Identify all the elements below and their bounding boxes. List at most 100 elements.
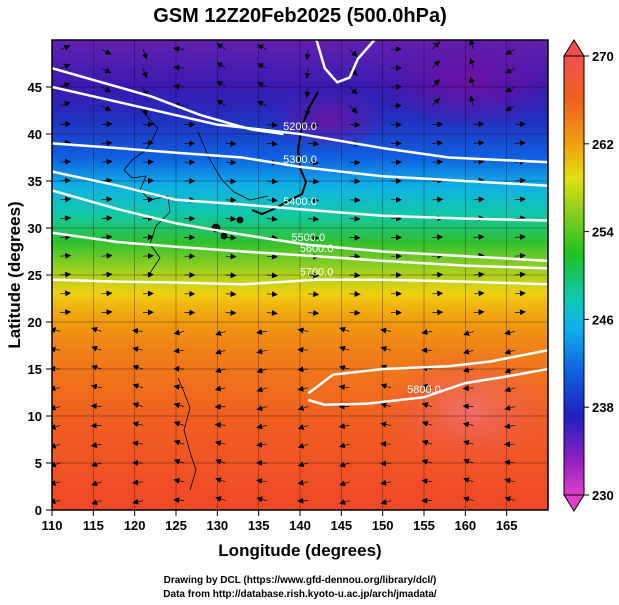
- contour-line: [52, 66, 284, 136]
- contour-label: 5200.0: [283, 121, 317, 133]
- wind-arrow: [473, 290, 485, 297]
- y-tick-label: 20: [28, 315, 42, 330]
- contour-label: 5500.0: [291, 232, 325, 244]
- wind-arrow: [132, 402, 144, 408]
- wind-arrow: [339, 480, 350, 487]
- wind-arrow: [141, 68, 148, 79]
- wind-arrow: [504, 423, 515, 430]
- wind-arrow: [60, 290, 72, 297]
- wind-arrow: [504, 477, 516, 484]
- wind-arrow: [256, 367, 268, 374]
- mainland-coast: [123, 107, 171, 277]
- wind-arrow: [215, 348, 226, 355]
- contour-label: 5300.0: [283, 154, 317, 166]
- wind-arrow: [173, 83, 185, 90]
- japan-coast: [251, 91, 319, 216]
- wind-arrow: [308, 215, 320, 222]
- contour-label: 5600.0: [300, 243, 334, 255]
- wind-arrow: [297, 327, 309, 334]
- wind-arrow: [338, 384, 350, 391]
- colorbar-tick-label: 230: [592, 488, 614, 503]
- wind-arrow: [297, 385, 309, 392]
- wind-arrow: [304, 49, 311, 61]
- wind-arrow: [304, 68, 311, 80]
- wind-arrow: [60, 121, 72, 128]
- y-tick-label: 35: [28, 174, 42, 189]
- wind-arrow: [297, 366, 309, 373]
- wind-arrow: [308, 159, 320, 166]
- wind-arrow: [421, 402, 433, 409]
- wind-arrow: [173, 402, 185, 409]
- wind-arrow: [60, 252, 72, 259]
- wind-arrow: [473, 196, 485, 203]
- contour-line: [52, 278, 548, 286]
- wind-arrow: [380, 421, 391, 428]
- wind-arrow: [297, 424, 309, 430]
- wind-arrow: [504, 329, 516, 336]
- wind-arrow: [101, 309, 113, 316]
- colorbar-max-triangle: [563, 39, 585, 57]
- y-axis: 0 5 10 15 20 25 30 35 40 45: [28, 80, 52, 518]
- wind-arrow: [421, 383, 433, 390]
- wind-arrow: [214, 367, 226, 374]
- x-tick-label: 125: [165, 518, 187, 533]
- wind-arrow: [380, 479, 391, 486]
- contour-line: [315, 40, 376, 84]
- wind-arrow: [216, 99, 226, 107]
- credit-line-1: Drawing by DCL (https://www.gfd-dennou.o…: [164, 575, 437, 586]
- wind-arrow: [469, 40, 475, 50]
- wind-arrow: [101, 234, 113, 241]
- x-tick-label: 120: [124, 518, 146, 533]
- wind-arrow: [91, 345, 102, 352]
- wind-arrow: [256, 405, 268, 411]
- wind-arrow: [338, 364, 350, 371]
- wind-arrow: [256, 82, 268, 88]
- wind-arrow: [473, 309, 485, 316]
- y-tick-label: 40: [28, 127, 42, 142]
- wind-arrow: [421, 420, 433, 427]
- wind-arrow: [60, 44, 71, 51]
- wind-arrow: [462, 403, 474, 410]
- wind-arrow: [214, 440, 226, 447]
- wind-arrow: [216, 80, 226, 88]
- wind-arrow: [101, 49, 112, 55]
- wind-arrow: [52, 385, 61, 392]
- wind-arrow: [514, 215, 526, 222]
- wind-arrow: [432, 79, 440, 88]
- contour-label: 5800.0: [407, 384, 441, 396]
- colorbar-tick-label: 270: [592, 49, 614, 64]
- y-tick-label: 0: [35, 503, 42, 518]
- wind-arrow: [297, 442, 309, 449]
- wind-arrow: [173, 45, 185, 52]
- wind-arrow: [91, 480, 102, 487]
- wind-arrow: [101, 140, 113, 147]
- wind-arrow: [255, 441, 267, 448]
- wind-arrow: [421, 458, 433, 465]
- wind-arrow: [504, 496, 516, 503]
- wind-arrow: [266, 272, 278, 279]
- wind-arrow: [338, 423, 350, 430]
- wind-arrow: [308, 309, 320, 316]
- wind-arrow: [256, 478, 267, 485]
- wind-arrow: [173, 421, 185, 427]
- wind-arrow: [216, 43, 226, 50]
- wind-arrow: [266, 291, 278, 298]
- colorbar-tick-label: 262: [592, 137, 614, 152]
- wind-arrow: [132, 364, 144, 371]
- wind-arrow: [297, 479, 309, 486]
- wind-arrow: [473, 140, 485, 147]
- wind-arrow: [504, 348, 516, 355]
- wind-arrow: [91, 499, 102, 506]
- wind-arrow: [60, 82, 71, 89]
- wind-arrow: [432, 41, 440, 50]
- wind-arrow: [338, 442, 350, 449]
- y-axis-label: Latitude (degrees): [5, 201, 24, 348]
- contour-line: [52, 85, 548, 164]
- wind-arrow: [505, 86, 516, 93]
- wind-arrow: [339, 461, 350, 468]
- wind-arrow: [173, 458, 185, 465]
- wind-arrow: [90, 383, 102, 390]
- wind-arrow: [266, 178, 278, 185]
- wind-arrow: [514, 234, 526, 241]
- wind-arrow: [349, 86, 358, 95]
